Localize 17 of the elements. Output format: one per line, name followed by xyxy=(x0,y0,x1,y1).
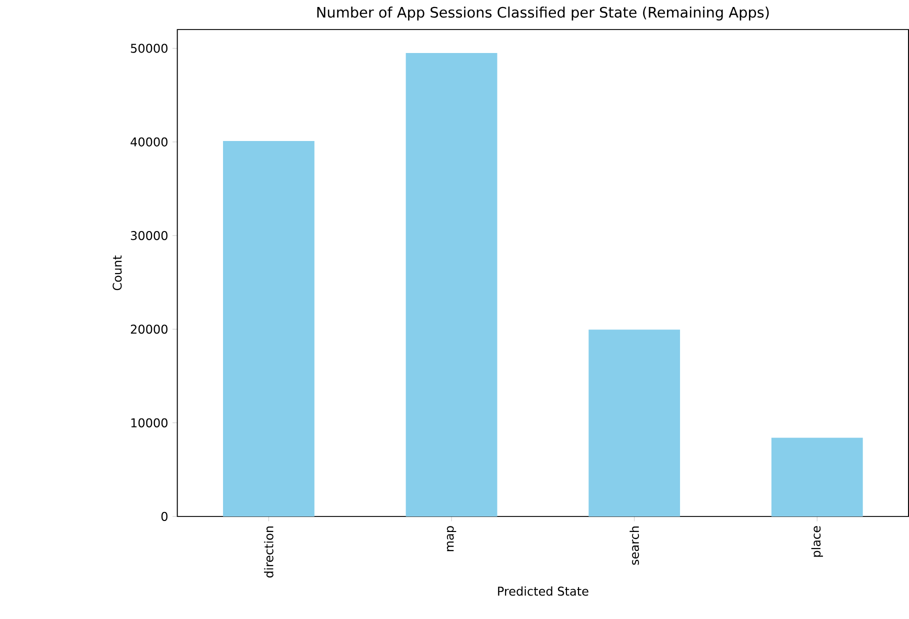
y-tick-label: 10000 xyxy=(131,418,168,428)
x-tick-label: search xyxy=(630,526,639,566)
bar xyxy=(771,438,863,517)
x-tick-label: direction xyxy=(264,526,274,578)
y-tick-label: 40000 xyxy=(130,138,168,147)
y-tick-label: 20000 xyxy=(130,324,168,334)
y-tick-label: 30000 xyxy=(130,231,168,240)
bar xyxy=(406,53,498,517)
y-axis-title: Count xyxy=(112,256,122,290)
x-tick-label: place xyxy=(811,526,823,557)
y-tick-label: 50000 xyxy=(130,44,168,54)
bar xyxy=(588,330,680,517)
x-tick-label: map xyxy=(446,526,456,552)
y-tick-label: 0 xyxy=(161,512,168,522)
chart-title: Number of App Sessions Classified per State (Remaining Apps) xyxy=(317,6,769,21)
bar xyxy=(223,141,314,517)
x-axis-title: Predicted State xyxy=(498,586,588,596)
